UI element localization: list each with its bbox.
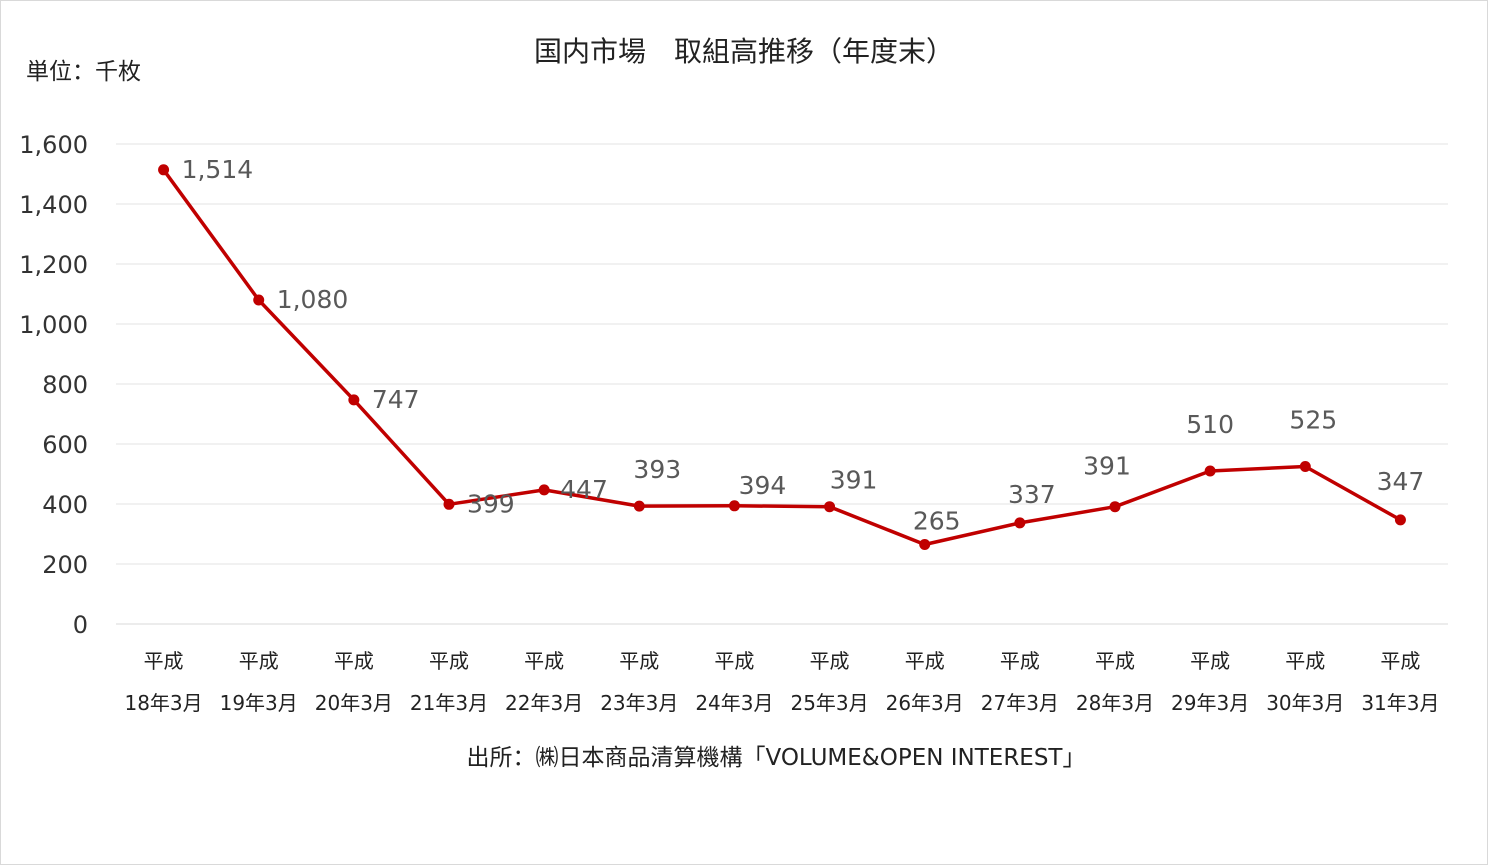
- y-tick-label: 200: [42, 551, 88, 579]
- data-point: [919, 539, 931, 550]
- data-label: 747: [372, 385, 420, 414]
- data-point: [633, 500, 645, 512]
- x-tick-label-era: 平成: [429, 649, 469, 673]
- x-tick-label-era: 平成: [619, 649, 659, 673]
- source-note: 出所：㈱日本商品清算機構「VOLUME&OPEN INTEREST」: [466, 745, 1086, 771]
- data-point: [824, 501, 836, 513]
- x-tick-label-date: 27年3月: [981, 691, 1059, 715]
- data-label: 391: [830, 466, 878, 495]
- data-label: 393: [633, 455, 681, 484]
- data-label: 265: [913, 507, 961, 536]
- data-point: [1014, 517, 1026, 529]
- x-tick-label-era: 平成: [524, 649, 564, 673]
- x-tick-label-era: 平成: [1380, 649, 1420, 673]
- data-point: [538, 484, 550, 496]
- y-tick-label: 800: [42, 371, 88, 399]
- x-tick-label-date: 24年3月: [695, 691, 773, 715]
- x-tick-label-era: 平成: [905, 649, 945, 673]
- x-tick-label-date: 23年3月: [600, 691, 678, 715]
- data-point: [253, 294, 265, 306]
- data-label: 1,080: [277, 285, 349, 314]
- x-tick-label-date: 31年3月: [1361, 691, 1439, 715]
- data-point: [1299, 461, 1311, 472]
- x-axis: 平成 18年3月 平成 19年3月 平成 20年3月 平成 21年3月 平成 22年3月 平成 23年…: [124, 649, 1439, 715]
- y-tick-label: 1,000: [19, 311, 88, 339]
- data-point: [728, 500, 740, 512]
- data-point: [348, 394, 360, 406]
- data-label: 447: [560, 475, 608, 504]
- data-label: 399: [467, 489, 515, 518]
- data-label: 337: [1008, 480, 1056, 509]
- y-tick-label: 400: [42, 491, 88, 519]
- y-tick-label: 1,600: [19, 131, 88, 159]
- data-label: 394: [739, 471, 787, 500]
- x-tick-label-date: 28年3月: [1076, 691, 1154, 715]
- x-tick-label-date: 18年3月: [124, 691, 202, 715]
- y-tick-label: 600: [42, 431, 88, 459]
- data-label: 525: [1289, 406, 1337, 435]
- x-tick-label-date: 22年3月: [505, 691, 583, 715]
- data-label: 347: [1377, 467, 1425, 496]
- x-tick-label-date: 29年3月: [1171, 691, 1249, 715]
- y-axis: 0 200 400 600 800 1,000 1,200 1,400 1,600: [19, 131, 88, 639]
- x-tick-label-era: 平成: [1190, 649, 1230, 673]
- x-tick-label-date: 25年3月: [790, 691, 868, 715]
- series-group: [158, 164, 1406, 550]
- data-point: [1394, 514, 1406, 526]
- x-tick-label-era: 平成: [810, 649, 850, 673]
- y-tick-label: 1,200: [19, 251, 88, 279]
- chart-title: 国内市場 取組高推移（年度末）: [533, 35, 954, 68]
- data-label: 510: [1186, 410, 1234, 439]
- series-line: [162, 168, 1402, 547]
- x-tick-label-era: 平成: [144, 649, 184, 673]
- data-point: [1109, 501, 1121, 513]
- y-tick-label: 1,400: [19, 191, 88, 219]
- x-tick-label-date: 21年3月: [410, 691, 488, 715]
- gridlines: [116, 143, 1448, 625]
- x-tick-label-date: 20年3月: [315, 691, 393, 715]
- x-tick-label-era: 平成: [1285, 649, 1325, 673]
- x-tick-label-era: 平成: [334, 649, 374, 673]
- x-tick-label-date: 26年3月: [886, 691, 964, 715]
- data-label: 1,514: [182, 155, 254, 184]
- unit-label: 単位：千枚: [26, 59, 141, 85]
- x-tick-label-date: 19年3月: [220, 691, 298, 715]
- x-tick-label-era: 平成: [1095, 649, 1135, 673]
- y-tick-label: 0: [73, 611, 88, 639]
- x-tick-label-era: 平成: [714, 649, 754, 673]
- data-point: [443, 498, 455, 510]
- data-labels: 1,514 1,080 747 399 447 393 394 391 265 337 391 510…: [182, 155, 1425, 536]
- x-tick-label-era: 平成: [239, 649, 279, 673]
- data-label: 391: [1083, 452, 1131, 481]
- data-point: [158, 164, 170, 176]
- data-point: [1204, 465, 1216, 477]
- x-tick-label-era: 平成: [1000, 649, 1040, 673]
- x-tick-label-date: 30年3月: [1266, 691, 1344, 715]
